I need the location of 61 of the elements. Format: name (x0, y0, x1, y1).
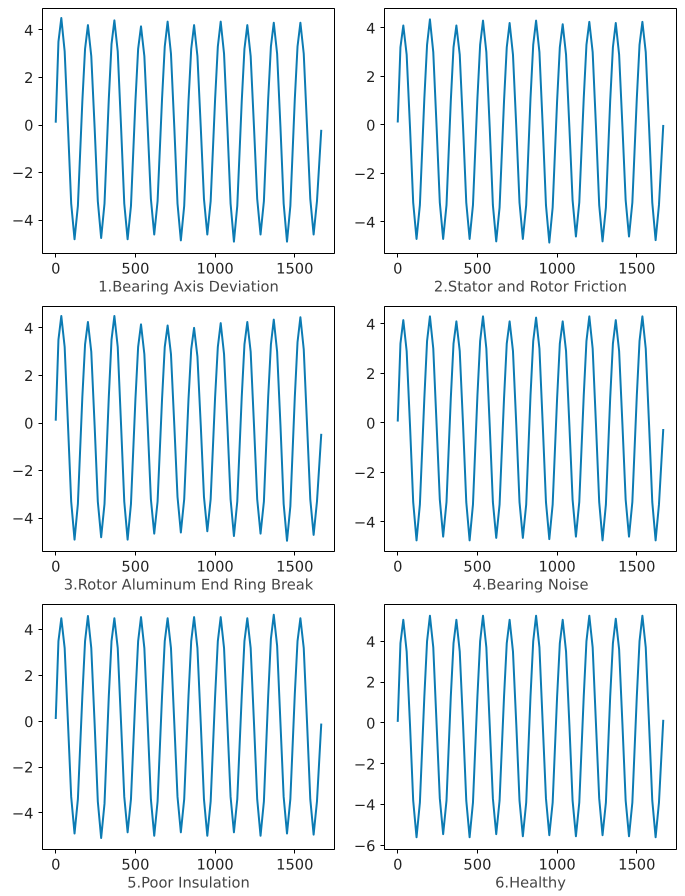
x-tick-label: 1000 (538, 260, 576, 278)
x-axis-title: 2.Stator and Rotor Friction (434, 278, 628, 296)
y-tick-label: −2 (12, 760, 34, 777)
x-tick-label: 1000 (196, 558, 234, 576)
y-tick-label: −4 (354, 797, 376, 814)
y-tick-label: −2 (354, 464, 376, 482)
x-tick-label: 1500 (276, 856, 314, 874)
x-axis-title: 6.Healthy (495, 874, 566, 892)
x-axis-title: 3.Rotor Aluminum End Ring Break (64, 576, 314, 594)
y-tick-label: −6 (354, 838, 376, 855)
x-tick-label: 1000 (538, 558, 576, 576)
x-axis-title: 5.Poor Insulation (127, 874, 250, 892)
y-tick-label: −4 (12, 510, 34, 528)
x-tick-label: 500 (121, 558, 150, 576)
x-axis-title: 4.Bearing Noise (472, 576, 589, 594)
x-tick-label: 0 (51, 558, 60, 576)
x-tick-label: 1500 (618, 558, 656, 576)
x-tick-label: 0 (393, 856, 402, 874)
y-tick-label: 0 (24, 118, 34, 135)
x-tick-label: 500 (121, 260, 150, 278)
y-tick-label: 0 (24, 714, 34, 731)
y-tick-label: −2 (354, 756, 376, 774)
y-tick-label: −4 (354, 514, 376, 532)
y-tick-label: 4 (24, 320, 34, 338)
y-tick-label: 0 (366, 715, 376, 732)
x-tick-label: 500 (463, 558, 492, 576)
x-tick-label: 0 (393, 260, 402, 278)
y-tick-label: 2 (366, 366, 376, 383)
x-tick-label: 0 (393, 558, 402, 576)
y-tick-label: −2 (12, 463, 34, 480)
y-tick-label: 4 (366, 316, 376, 334)
y-tick-label: 4 (24, 622, 34, 640)
y-tick-label: 0 (366, 117, 376, 134)
x-tick-label: 0 (51, 856, 60, 874)
y-tick-label: −4 (354, 214, 376, 232)
x-tick-label: 500 (463, 856, 492, 874)
y-tick-label: 4 (24, 22, 34, 40)
y-tick-label: −4 (12, 805, 34, 822)
x-tick-label: 1500 (276, 558, 314, 576)
y-tick-label: −2 (12, 165, 34, 182)
x-tick-label: 1500 (276, 260, 314, 278)
x-axis-title: 1.Bearing Axis Deviation (98, 278, 279, 296)
y-tick-label: 0 (24, 416, 34, 433)
y-tick-label: 2 (24, 70, 34, 87)
y-tick-label: −2 (354, 166, 376, 183)
x-tick-label: 500 (463, 260, 492, 278)
y-tick-label: 2 (24, 668, 34, 685)
y-tick-label: −4 (12, 212, 34, 230)
x-tick-label: 1500 (618, 856, 656, 874)
x-tick-label: 500 (121, 856, 150, 874)
y-tick-label: 2 (366, 68, 376, 86)
x-tick-label: 1000 (196, 856, 234, 874)
x-tick-label: 1000 (196, 260, 234, 278)
x-tick-label: 1000 (538, 856, 576, 874)
y-tick-label: 2 (24, 368, 34, 385)
x-tick-label: 1500 (618, 260, 656, 278)
y-tick-label: 4 (366, 634, 376, 651)
y-tick-label: 2 (366, 674, 376, 692)
y-tick-label: 4 (366, 20, 376, 38)
y-tick-label: 0 (366, 415, 376, 432)
x-tick-label: 0 (51, 260, 60, 278)
